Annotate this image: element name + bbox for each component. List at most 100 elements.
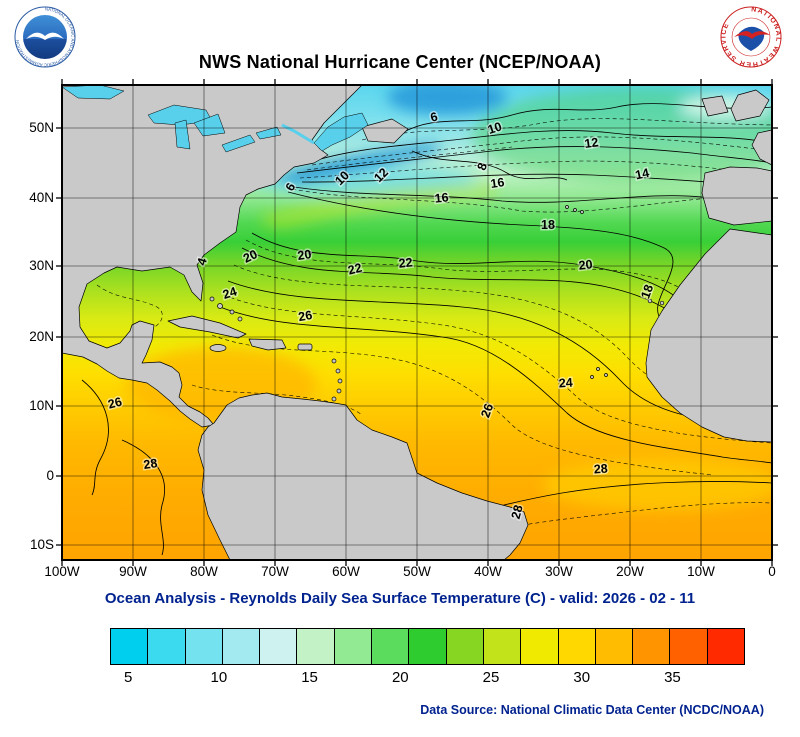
contour-label: 26 [297, 308, 313, 324]
colorbar-segment [148, 629, 186, 664]
colorbar-tick-label: 25 [482, 669, 500, 686]
contour-label: 28 [593, 462, 608, 477]
colorbar-segment [185, 629, 223, 664]
st-lawrence-river [281, 123, 315, 145]
colorbar-segment [595, 629, 634, 664]
colorbar-tick-label: 5 [123, 669, 133, 686]
land-masses [62, 85, 772, 560]
jamaica-land [209, 344, 227, 352]
contour-label: 12 [584, 135, 600, 151]
x-tick-label: 10W [687, 564, 715, 579]
colorbar-tick-label: 30 [573, 669, 591, 686]
x-tick-label: 40W [474, 564, 502, 579]
colorbar-segment [483, 629, 522, 664]
x-tick-label: 70W [261, 564, 289, 579]
colorbar-tick-label: 10 [210, 669, 228, 686]
contour-label: 22 [346, 261, 363, 278]
sst-map: 6 10 12 8 14 10 12 6 16 16 18 4 20 20 22 22 20 18 24 26 24 26… [56, 79, 778, 566]
colorbar-segment [558, 629, 596, 664]
contour-label: 20 [297, 247, 313, 263]
contour-label: 18 [541, 218, 555, 232]
map-gridlines [62, 85, 772, 560]
colorbar-segment [707, 629, 745, 664]
x-tick-label: 20W [616, 564, 644, 579]
colorbar-segment [111, 629, 149, 664]
hispaniola-land [248, 338, 287, 351]
y-tick-label: 40N [29, 190, 54, 205]
contour-label: 24 [558, 376, 573, 391]
x-axis: 100W 90W 80W 70W 60W 50W 40W 30W 20W 10W 0 [44, 564, 775, 584]
y-tick-label: 30N [29, 258, 54, 273]
colorbar-ticks: 5 10 15 20 25 30 35 [110, 669, 745, 689]
x-tick-label: 100W [44, 564, 80, 579]
x-tick-label: 0 [768, 564, 776, 579]
page-title: NWS National Hurricane Center (NCEP/NOAA… [198, 52, 602, 72]
x-tick-label: 90W [119, 564, 147, 579]
y-tick-label: 10N [29, 398, 54, 413]
map-frame-ticks [56, 79, 778, 566]
x-tick-label: 50W [403, 564, 431, 579]
x-tick-label: 30W [545, 564, 573, 579]
x-tick-label: 80W [190, 564, 218, 579]
colorbar-tick-label: 20 [391, 669, 409, 686]
cape-verde-land [590, 367, 608, 379]
contour-label: 28 [509, 503, 526, 520]
bermuda-land [308, 251, 312, 255]
colorbar-segment [633, 629, 671, 664]
colorbar [110, 628, 745, 665]
y-tick-label: 0 [46, 468, 54, 483]
colorbar-tick-label: 35 [664, 669, 681, 686]
contour-label: 20 [578, 257, 593, 272]
cuba-land [167, 315, 247, 339]
y-tick-label: 50N [29, 120, 54, 135]
ireland-land [701, 95, 729, 117]
colorbar-segment [446, 629, 484, 664]
colorbar-segment [521, 629, 559, 664]
colorbar-segment [334, 629, 373, 664]
puerto-rico-land [297, 343, 313, 351]
colorbar-segment [222, 629, 261, 664]
contour-label: 10 [486, 119, 504, 137]
data-source: Data Source: National Climatic Data Cent… [420, 703, 764, 717]
lake-erie [221, 134, 256, 153]
y-tick-label: 20N [29, 329, 54, 344]
map-frame [61, 84, 773, 561]
lake-michigan [174, 119, 191, 150]
nws-bird-icon [734, 31, 770, 39]
colorbar-segment [372, 629, 410, 664]
contour-label: 26 [106, 395, 123, 412]
colorbar-segment [297, 629, 335, 664]
iberia-land [701, 166, 772, 226]
gulf-of-st-lawrence [313, 112, 369, 152]
noaa-gull-icon [26, 32, 64, 40]
nws-logo: NATIONAL WEATHER SERVICE [720, 6, 782, 73]
contour-label: 14 [634, 166, 651, 183]
y-tick-label: 10S [29, 537, 54, 552]
africa-land [645, 228, 772, 443]
france-land [751, 129, 772, 166]
noaa-logo: NATIONAL OCEANIC AND ATMOSPHERIC ADMINIS… [14, 6, 76, 73]
contour-label: 22 [398, 255, 413, 270]
y-axis: 50N 40N 30N 20N 10N 0 10S [6, 85, 56, 560]
contour-label: 16 [434, 190, 449, 205]
colorbar-segment [409, 629, 447, 664]
lake-huron [193, 113, 226, 137]
lesser-antilles-land [331, 358, 343, 402]
newfoundland-land [361, 118, 409, 144]
contour-label: 28 [143, 456, 159, 472]
caption: Ocean Analysis - Reynolds Daily Sea Surf… [104, 590, 696, 607]
contour-label: 16 [490, 175, 506, 191]
britain-land [730, 89, 770, 122]
colorbar-segment [670, 629, 708, 664]
azores-land [565, 205, 584, 214]
colorbar-tick-label: 15 [301, 669, 318, 686]
bahamas-land [209, 296, 243, 322]
contour-label: 26 [478, 402, 496, 420]
contour-label: 18 [638, 283, 656, 301]
x-tick-label: 60W [332, 564, 360, 579]
colorbar-segment [260, 629, 298, 664]
contour-label: 24 [221, 284, 239, 302]
inland-waters [62, 85, 369, 153]
